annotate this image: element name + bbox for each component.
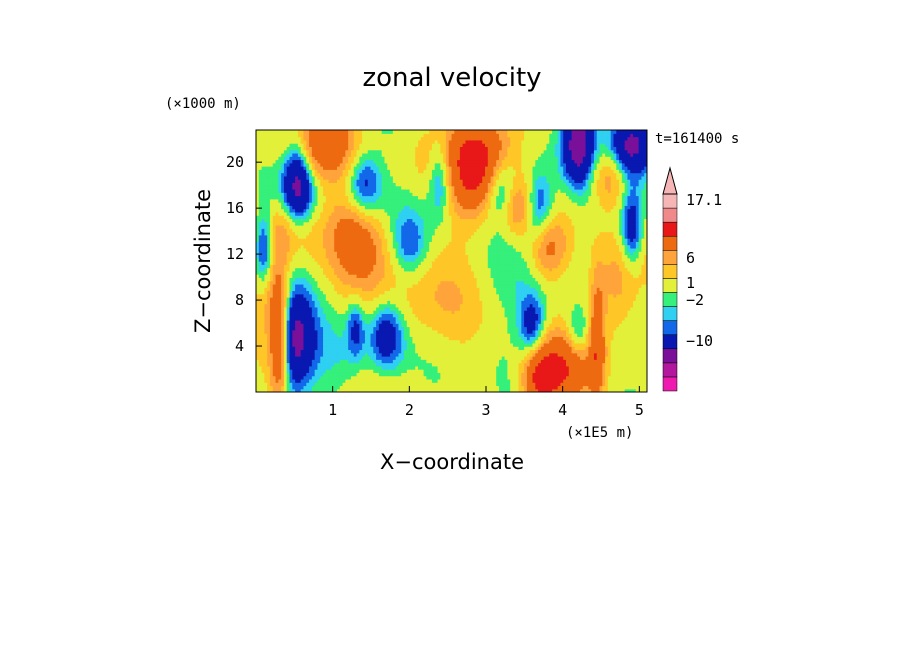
- velocity-field: [256, 130, 648, 393]
- y-unit-label: (×1000 m): [165, 96, 241, 112]
- time-label: t=161400 s: [655, 131, 739, 147]
- chart-title: zonal velocity: [362, 63, 541, 93]
